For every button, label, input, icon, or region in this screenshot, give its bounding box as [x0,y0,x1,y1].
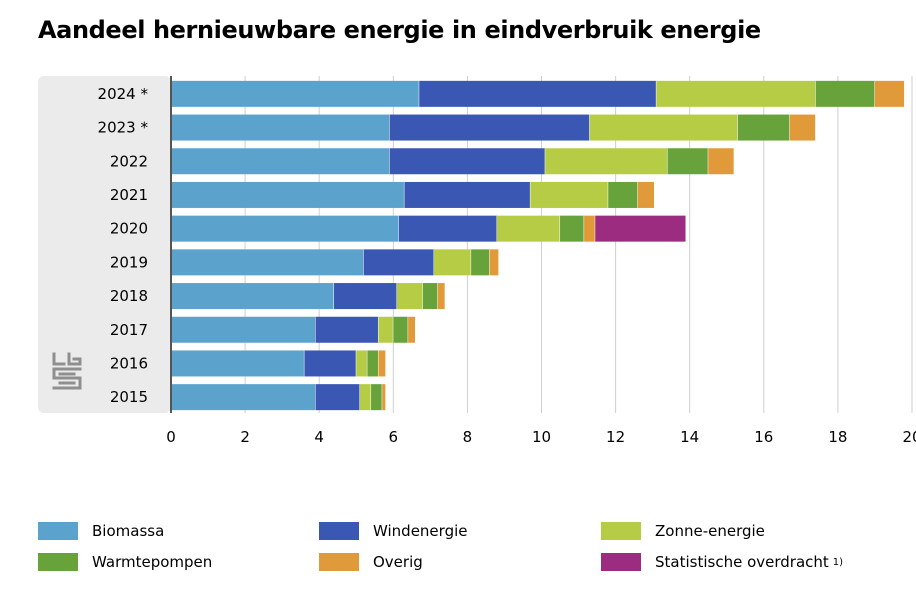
category-label: 2017 [110,321,148,339]
bar-segment-biomassa [171,181,405,208]
bar-segment-overig [489,249,499,276]
bar-segment-warmtepompen [608,181,638,208]
bar-segment-warmtepompen [560,215,585,242]
bar-segment-statistische_overdracht [595,215,686,242]
bar-segment-windenergie [334,283,398,310]
x-tick-label: 10 [532,428,551,446]
bar-segment-overig [708,148,735,175]
bar-segment-zonne_energie [378,316,394,343]
x-tick-label: 8 [463,428,473,446]
bar-segment-zonne_energie [359,384,372,411]
category-label: 2019 [110,253,148,271]
bar-segment-biomassa [171,114,390,141]
x-tick-label: 0 [166,428,176,446]
bar-segment-warmtepompen [371,384,383,411]
bar-segment-windenergie [304,350,357,377]
bar-segment-biomassa [171,316,316,343]
bar-segment-warmtepompen [737,114,790,141]
bar-segment-biomassa [171,80,420,107]
chart-title: Aandeel hernieuwbare energie in eindverb… [38,16,761,44]
bar-segment-zonne_energie [356,350,368,377]
bar-segment-warmtepompen [367,350,379,377]
bar-segment-biomassa [171,283,335,310]
category-label: 2022 [110,152,148,170]
x-tick-label: 2 [240,428,250,446]
category-label: 2021 [110,186,148,204]
x-tick-label: 20 [902,428,916,446]
cbs-logo-icon [52,352,82,390]
bar-segment-overig [437,283,446,310]
bar-segment-zonne_energie [530,181,609,208]
bar-segment-biomassa [171,215,399,242]
bar-segment-windenergie [315,384,360,411]
bar-segment-zonne_energie [656,80,816,107]
bar-segment-overig [789,114,816,141]
category-label: 2023 * [98,119,149,137]
x-tick-label: 6 [389,428,399,446]
bar-segment-warmtepompen [422,283,438,310]
bar-segment-warmtepompen [815,80,875,107]
category-label: 2024 * [98,85,149,103]
bar-segment-overig [408,316,416,343]
bar-segment-warmtepompen [393,316,409,343]
bar-segment-warmtepompen [667,148,709,175]
bar-segment-biomassa [171,249,364,276]
bar-segment-zonne_energie [397,283,423,310]
x-tick-label: 14 [680,428,699,446]
bar-segment-overig [382,384,386,411]
bar-segment-windenergie [419,80,657,107]
bar-segment-overig [637,181,655,208]
bar-segment-overig [584,215,596,242]
bar-segment-zonne_energie [497,215,561,242]
bar-segment-windenergie [404,181,531,208]
bar-segment-windenergie [389,148,546,175]
bar-segment-windenergie [398,215,498,242]
category-label: 2016 [110,354,148,372]
bar-segment-overig [378,350,386,377]
bar-segment-zonne_energie [545,148,668,175]
category-label: 2018 [110,287,148,305]
bar-segment-biomassa [171,384,316,411]
x-tick-label: 4 [314,428,324,446]
bar-segment-windenergie [389,114,590,141]
bar-segment-zonne_energie [434,249,472,276]
bar-segment-overig [874,80,905,107]
bar-segment-windenergie [363,249,435,276]
bar-segment-windenergie [315,316,379,343]
x-tick-label: 12 [606,428,625,446]
bar-segment-biomassa [171,148,390,175]
x-tick-label: 16 [754,428,773,446]
category-panel [38,76,171,413]
bar-segment-biomassa [171,350,305,377]
bar-segment-zonne_energie [589,114,738,141]
x-tick-label: 18 [828,428,847,446]
category-label: 2015 [110,388,148,406]
bar-segment-warmtepompen [471,249,490,276]
category-label: 2020 [110,220,148,238]
